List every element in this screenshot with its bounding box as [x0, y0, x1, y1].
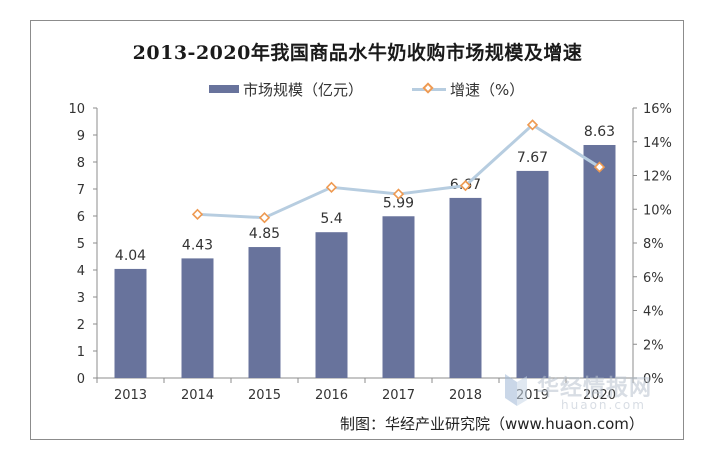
bar-data-label: 7.67	[517, 150, 548, 166]
growth-point	[325, 181, 338, 193]
y-tick-label-left: 0	[77, 372, 85, 387]
bar-data-label: 8.63	[584, 124, 615, 140]
watermark-url: huaon.com	[561, 398, 646, 412]
bar	[114, 268, 147, 378]
bar-data-label: 5.4	[320, 211, 342, 227]
y-tick-label-right: 16%	[643, 102, 672, 117]
y-tick-label-left: 1	[77, 345, 85, 360]
y-tick-label-right: 6%	[643, 271, 664, 286]
y-tick-label-left: 9	[77, 129, 85, 144]
bar-data-label: 5.99	[383, 195, 414, 211]
bar-data-label: 4.04	[115, 248, 146, 264]
legend-line-label: 增速（%）	[450, 80, 525, 99]
bar	[449, 197, 482, 378]
growth-point	[593, 161, 606, 173]
watermark: 华经情报网 huaon.com	[497, 368, 672, 416]
watermark-logo-icon	[505, 374, 527, 406]
y-tick-label-left: 5	[77, 237, 85, 252]
y-tick-label-left: 8	[77, 156, 85, 171]
x-tick-label: 2016	[315, 388, 348, 403]
legend-item-line: 增速（%）	[412, 78, 524, 100]
growth-point	[258, 212, 271, 224]
x-tick-label: 2015	[248, 388, 281, 403]
y-tick-label-right: 0%	[643, 372, 664, 387]
x-tick-label: 2020	[583, 388, 616, 403]
y-tick-label-right: 14%	[643, 136, 672, 151]
bar	[516, 170, 549, 378]
x-tick-label: 2018	[449, 388, 482, 403]
y-tick-label-left: 10	[68, 102, 85, 117]
growth-point	[392, 188, 405, 200]
bar-data-label: 4.43	[182, 237, 213, 253]
x-tick-label: 2017	[382, 388, 415, 403]
y-tick-label-right: 10%	[643, 203, 672, 218]
legend-item-bar: 市场规模（亿元）	[209, 78, 363, 100]
x-tick-label: 2014	[181, 388, 214, 403]
chart-title: 2013-2020年我国商品水牛奶收购市场规模及增速	[132, 42, 583, 64]
bar	[382, 216, 415, 378]
y-tick-label-left: 7	[77, 183, 85, 198]
y-tick-label-left: 3	[77, 291, 85, 306]
growth-point	[526, 119, 539, 131]
x-tick-label: 2013	[114, 388, 147, 403]
growth-point	[459, 179, 472, 192]
y-tick-label-left: 6	[77, 210, 85, 225]
bar	[315, 232, 348, 378]
y-tick-label-right: 8%	[643, 237, 664, 252]
growth-point	[191, 208, 204, 220]
watermark-brand: 华经情报网	[537, 376, 653, 401]
y-tick-label-left: 2	[77, 318, 85, 333]
bar	[583, 144, 616, 378]
legend-bar-swatch	[209, 85, 239, 93]
y-tick-label-right: 2%	[643, 338, 664, 353]
source-note: 制图：华经产业研究院（www.huaon.com）	[340, 415, 644, 433]
bar-data-label: 4.85	[249, 226, 280, 242]
y-tick-label-right: 12%	[643, 170, 672, 185]
bar	[248, 247, 281, 378]
legend-bar-label: 市场规模（亿元）	[243, 80, 364, 99]
legend-line-swatch	[412, 82, 446, 96]
y-tick-label-left: 4	[77, 264, 85, 279]
y-tick-label-right: 4%	[643, 305, 664, 320]
legend: 市场规模（亿元） 增速（%）	[0, 78, 715, 100]
bar	[181, 258, 214, 378]
